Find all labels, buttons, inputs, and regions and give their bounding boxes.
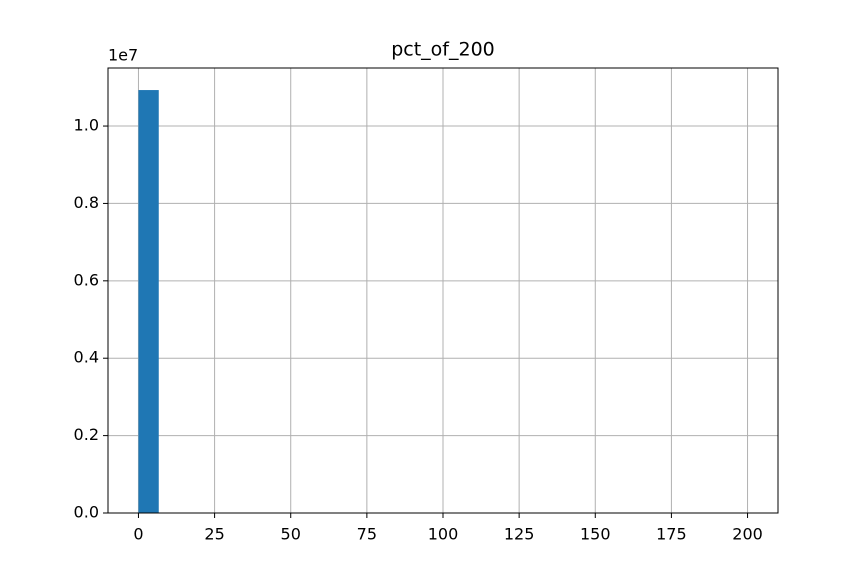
chart-title: pct_of_200 [391, 39, 495, 61]
x-tick-label: 25 [204, 525, 224, 544]
x-tick-label: 100 [428, 525, 459, 544]
x-tick-label: 200 [732, 525, 763, 544]
y-tick-label: 0.6 [74, 270, 99, 289]
y-offset-label: 1e7 [108, 46, 138, 65]
plot-frame [107, 67, 779, 514]
bar [138, 90, 159, 513]
x-tick-label: 125 [504, 525, 535, 544]
y-tick-label: 0.8 [74, 193, 99, 212]
y-tick-label: 0.2 [74, 425, 99, 444]
y-tick-label: 0.0 [74, 503, 99, 522]
x-tick-label: 0 [133, 525, 143, 544]
y-tick-label: 1.0 [74, 116, 99, 135]
x-tick-label: 175 [656, 525, 687, 544]
x-tick-label: 50 [281, 525, 301, 544]
x-tick-label: 150 [580, 525, 611, 544]
y-tick-label: 0.4 [74, 348, 99, 367]
x-tick-label: 75 [357, 525, 377, 544]
